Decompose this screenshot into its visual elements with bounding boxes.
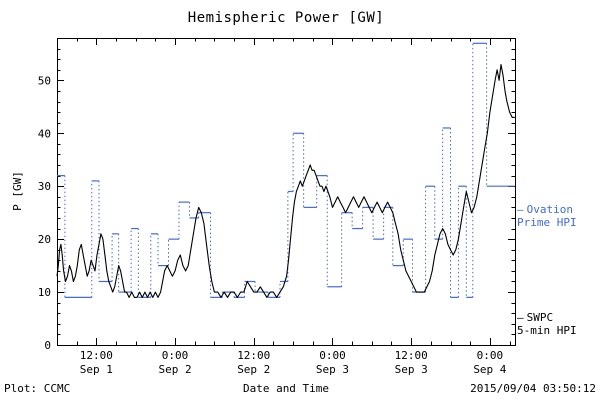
x-tick-time-label: 12:00	[237, 349, 270, 362]
legend-swpc: — SWPC 5-min HPI	[517, 311, 577, 337]
x-tick-date-label: Sep 1	[80, 363, 113, 376]
x-tick-time-label: 0:00	[477, 349, 504, 362]
x-tick-time-label: 0:00	[162, 349, 189, 362]
x-axis-label: Date and Time	[242, 382, 330, 395]
plot-credit: Plot: CCMC	[4, 382, 71, 395]
swpc-legend-label-2: 5-min HPI	[517, 324, 577, 337]
x-tick-date-label: Sep 2	[158, 363, 191, 376]
y-tick-label: 20	[38, 233, 51, 246]
timestamp: 2015/09/04 03:50:12	[470, 382, 596, 395]
x-tick-date-label: Sep 3	[316, 363, 349, 376]
y-tick-label: 30	[38, 180, 51, 193]
legend-ovation: – Ovation Prime HPI	[517, 203, 577, 229]
x-tick-time-label: 12:00	[80, 349, 113, 362]
x-tick-time-label: 0:00	[319, 349, 346, 362]
swpc-legend-label-1: SWPC	[526, 311, 554, 324]
x-tick-time-label: 12:00	[395, 349, 428, 362]
ovation-legend-label-2: Prime HPI	[517, 216, 577, 229]
legend-ovation-line1: – Ovation	[517, 203, 577, 216]
y-tick-label: 10	[38, 286, 51, 299]
swpc-legend-marker: —	[517, 311, 524, 324]
x-tick-date-label: Sep 4	[473, 363, 506, 376]
ovation-legend-label-1: Ovation	[526, 203, 573, 216]
plot-frame	[57, 38, 516, 346]
legend-swpc-line1: — SWPC	[517, 311, 577, 324]
swpc-line	[56, 63, 515, 298]
y-tick-label: 0	[44, 339, 51, 352]
ovation-legend-marker: –	[517, 203, 524, 216]
chart-title: Hemispheric Power [GW]	[187, 10, 385, 26]
y-tick-label: 50	[38, 74, 51, 87]
x-tick-date-label: Sep 2	[237, 363, 270, 376]
y-tick-label: 40	[38, 127, 51, 140]
x-tick-date-label: Sep 3	[395, 363, 428, 376]
